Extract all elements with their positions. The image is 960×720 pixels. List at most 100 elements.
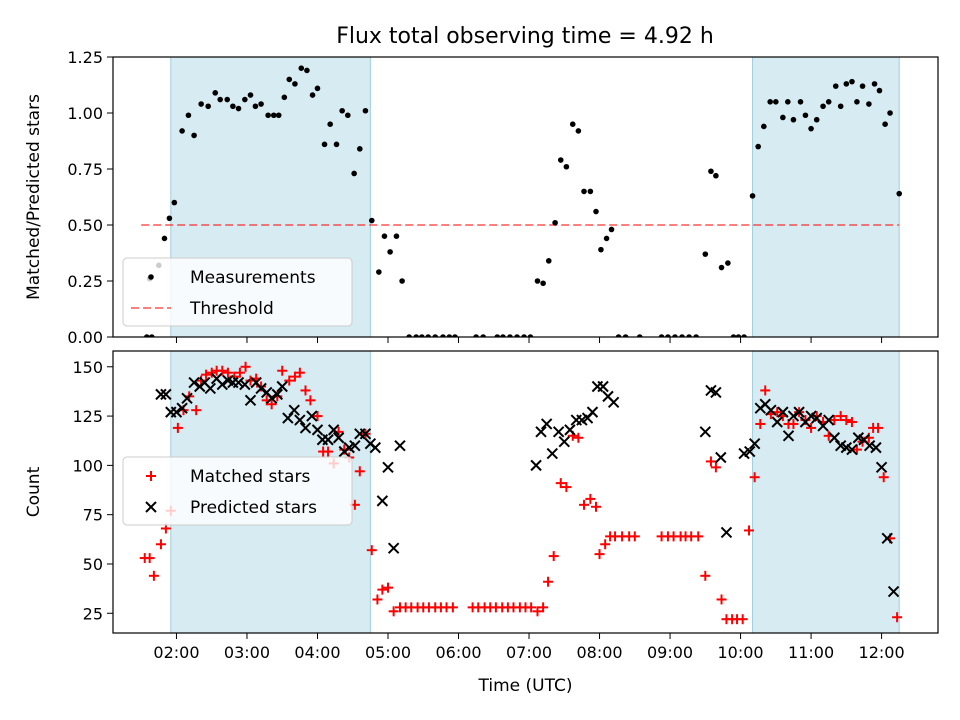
predicted-star-point — [322, 434, 334, 446]
x-tick-label: 11:00 — [788, 643, 834, 662]
measurement-point — [368, 217, 375, 224]
measurement-point — [882, 121, 888, 127]
predicted-star-stroke — [261, 386, 273, 399]
matched-star-point — [737, 614, 748, 625]
predicted-star-point — [216, 378, 229, 391]
measurement-point — [887, 110, 893, 116]
predicted-star-point — [744, 445, 756, 458]
predicted-star-stroke — [311, 424, 324, 436]
matched-star-point — [555, 478, 566, 489]
matched-star-point — [693, 531, 704, 542]
measurement-point — [494, 334, 501, 337]
y-tick-label: 50 — [83, 555, 103, 574]
predicted-star-stroke — [597, 380, 609, 393]
predicted-star-stroke — [787, 410, 800, 422]
predicted-star-point — [558, 436, 570, 448]
matched-star-point — [851, 444, 862, 455]
y-tick-label: 0.50 — [67, 216, 103, 235]
measurement-point — [321, 141, 328, 148]
predicted-star-stroke — [332, 432, 345, 444]
measurement-point — [843, 81, 850, 87]
predicted-star-point — [255, 382, 267, 395]
matched-star-point — [543, 576, 554, 587]
matched-star-point — [700, 570, 711, 581]
predicted-star-stroke — [759, 398, 771, 410]
predicted-star-point — [863, 439, 876, 452]
measurement-point — [198, 101, 204, 107]
measurement-point — [440, 334, 446, 337]
predicted-star-point — [787, 410, 800, 422]
predicted-star-stroke — [715, 451, 727, 464]
predicted-star-point — [607, 396, 620, 408]
predicted-star-stroke — [299, 422, 312, 434]
measurement-point — [327, 121, 333, 127]
predicted-star-point — [349, 439, 361, 452]
measurement-point — [636, 334, 643, 337]
matched-star-point — [829, 415, 840, 426]
predicted-star-point — [332, 432, 345, 444]
predicted-star-stroke — [540, 418, 553, 430]
predicted-star-stroke — [858, 434, 870, 446]
matched-star-point — [201, 369, 212, 380]
measurement-point — [790, 116, 797, 123]
legend-predicted-marker — [145, 501, 157, 513]
y-tick-label: 100 — [72, 456, 103, 475]
shaded-span — [752, 351, 900, 633]
matched-star-point — [323, 446, 334, 457]
measurement-point — [446, 334, 453, 337]
measurement-point — [718, 264, 725, 271]
predicted-star-point — [822, 414, 835, 426]
predicted-star-point — [530, 459, 542, 472]
y-tick-label: 25 — [83, 604, 103, 623]
predicted-star-stroke — [222, 374, 234, 387]
predicted-star-stroke — [349, 439, 361, 452]
matched-star-point — [447, 602, 458, 613]
measurement-point — [820, 103, 826, 110]
measurement-point — [406, 334, 412, 337]
predicted-star-point — [586, 406, 599, 418]
predicted-star-stroke — [699, 426, 712, 438]
y-axis-label: Count — [24, 466, 44, 517]
legend-box — [122, 456, 353, 526]
predicted-star-stroke — [887, 585, 900, 598]
measurement-point — [658, 334, 665, 337]
predicted-star-stroke — [552, 426, 565, 438]
predicted-star-stroke — [276, 380, 288, 393]
measurement-point — [314, 85, 321, 92]
predicted-star-point — [170, 406, 183, 418]
predicted-star-point — [811, 412, 823, 424]
measurement-point — [735, 334, 742, 337]
predicted-star-point — [715, 451, 727, 464]
predicted-star-stroke — [216, 378, 229, 391]
measurement-point — [773, 99, 779, 105]
measurement-point — [527, 334, 534, 337]
matched-star-point — [755, 418, 766, 429]
predicted-star-point — [359, 428, 372, 440]
matched-star-point — [846, 416, 857, 427]
measurement-point — [230, 103, 236, 110]
predicted-star-stroke — [530, 459, 542, 472]
measurement-point — [832, 83, 839, 89]
measurement-point — [144, 334, 150, 337]
axes-frame — [112, 56, 939, 338]
y-axis-label: Matched/Predicted stars — [24, 94, 44, 300]
matched-star-point — [366, 545, 377, 556]
predicted-star-point — [887, 585, 900, 598]
measurement-point — [665, 334, 671, 337]
legend-label: Threshold — [189, 299, 274, 319]
legend: Matched stars Predicted stars — [122, 456, 353, 526]
measurement-point — [387, 249, 393, 255]
predicted-star-stroke — [294, 414, 306, 426]
predicted-star-point — [881, 532, 893, 545]
predicted-star-stroke — [282, 412, 294, 424]
predicted-star-point — [748, 437, 761, 450]
predicted-star-point — [294, 414, 306, 426]
matched-star-point — [354, 466, 365, 477]
predicted-star-point — [382, 461, 394, 474]
measurement-point — [185, 112, 192, 119]
matched-star-point — [705, 456, 716, 467]
predicted-star-stroke — [875, 461, 888, 474]
y-tick-label: 0.00 — [67, 328, 103, 347]
x-tick-label: 09:00 — [647, 643, 693, 662]
measurement-point — [432, 334, 439, 337]
